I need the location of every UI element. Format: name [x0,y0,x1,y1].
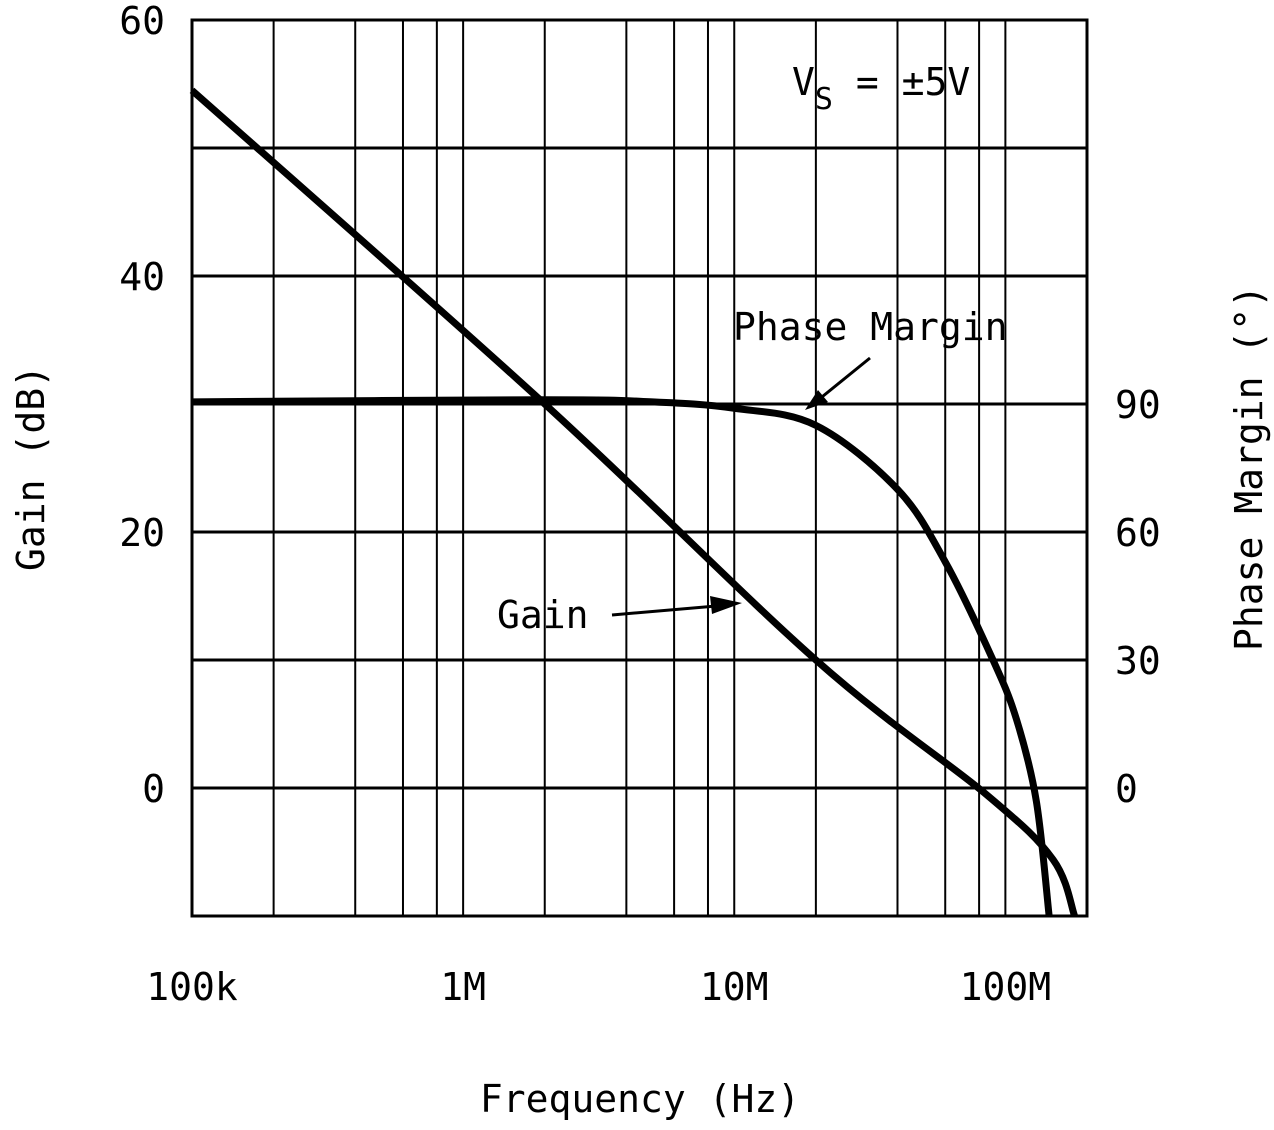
y-axis-label: Gain (dB) [9,365,53,571]
y2-tick-label: 0 [1115,767,1138,811]
y-tick-label: 40 [119,255,165,299]
phase-margin-callout: Phase Margin [733,305,1008,349]
x-tick-label: 10M [700,965,769,1009]
gain-arrow [611,603,729,617]
tick-labels: 100k 1M 10M 100M 0 20 40 60 0 30 60 90 [119,0,1161,1009]
x-tick-label: 100k [146,965,238,1009]
gain-arrowhead [710,596,742,614]
y-tick-label: 0 [142,767,165,811]
gain-callout: Gain [497,593,589,637]
y2-tick-label: 60 [1115,511,1161,555]
y-tick-label: 60 [119,0,165,43]
y2-axis-label: Phase Margin (°) [1227,285,1271,651]
grid [192,20,1087,916]
y2-tick-label: 30 [1115,639,1161,683]
x-tick-label: 100M [960,965,1052,1009]
x-axis-label: Frequency (Hz) [480,1077,800,1121]
phase-margin-arrowhead [805,390,828,410]
y2-tick-label: 90 [1115,383,1161,427]
x-tick-label: 1M [440,965,486,1009]
series-line-gain [189,87,1078,918]
plot-frame [190,18,1089,918]
y-tick-label: 20 [119,511,165,555]
supply-annotation: VS = ±5V [792,60,970,117]
series-group [189,87,1078,918]
series-line-phase-margin [191,396,1053,917]
